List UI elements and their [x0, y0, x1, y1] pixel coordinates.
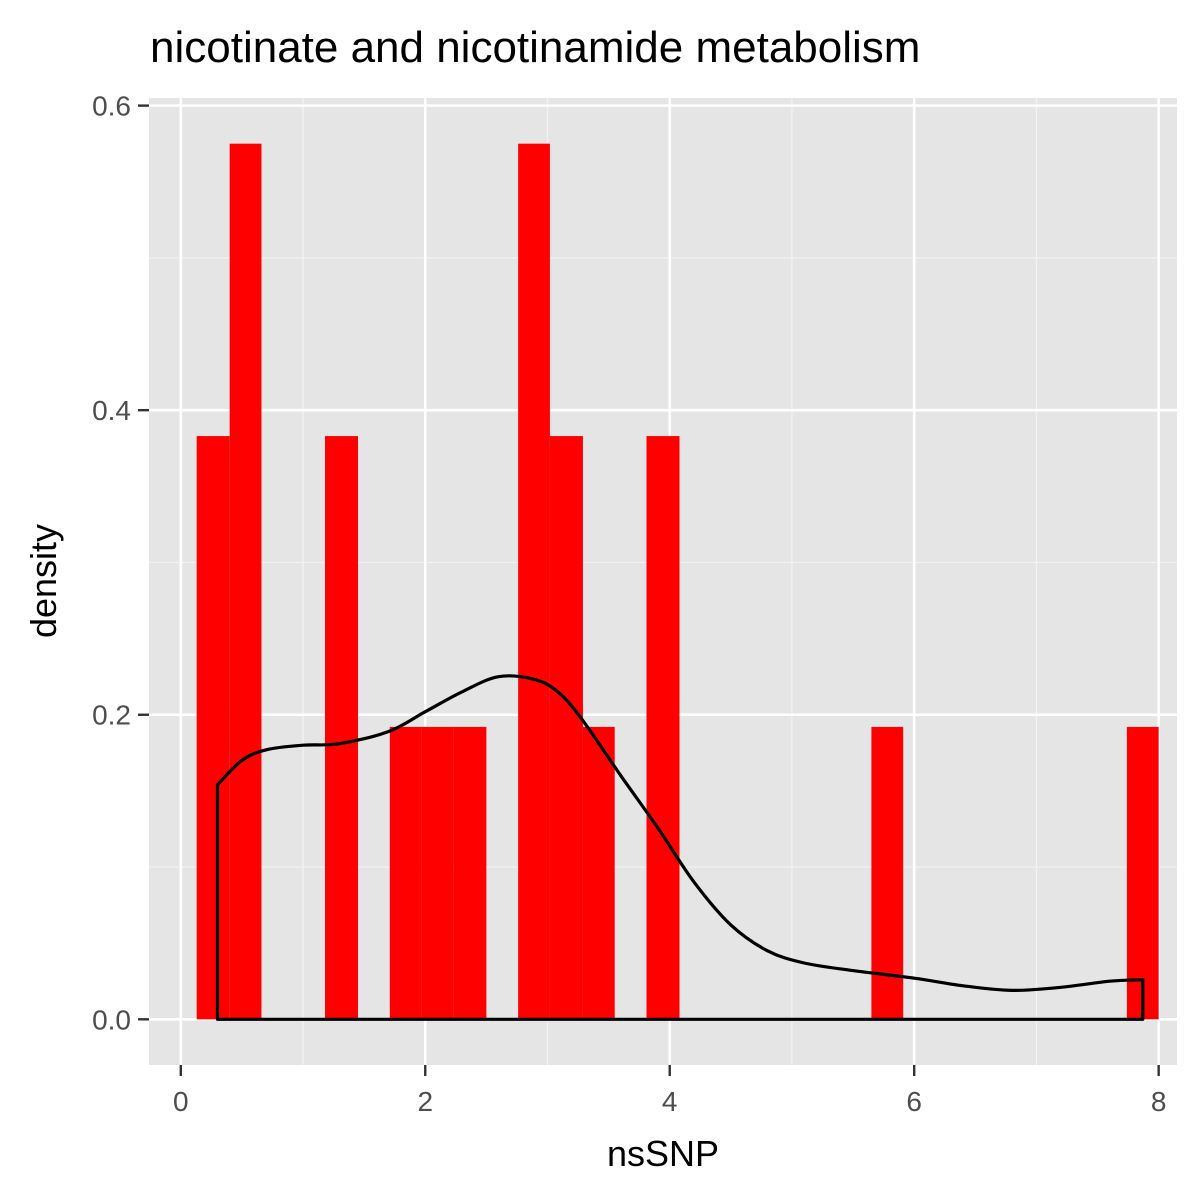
histogram-bars: [196, 143, 1159, 1020]
histogram-bar: [421, 726, 454, 1020]
histogram-bar: [196, 436, 230, 1020]
histogram-bar: [549, 436, 583, 1020]
x-tick-label: 6: [906, 1086, 922, 1117]
histogram-bar: [871, 726, 904, 1020]
histogram-bar: [325, 436, 359, 1020]
density-curve: [215, 674, 1145, 1021]
x-tick-label: 2: [417, 1086, 433, 1117]
y-tick-label: 0.6: [92, 91, 131, 122]
x-tick-label: 8: [1151, 1086, 1167, 1117]
histogram-bar: [646, 436, 680, 1020]
histogram-bar: [1126, 726, 1159, 1020]
histogram-bar: [389, 726, 422, 1020]
y-axis: 0.0 0.2 0.4 0.6: [92, 91, 149, 1035]
y-tick-label: 0.4: [92, 395, 131, 426]
x-tick-label: 0: [173, 1086, 189, 1117]
histogram-bar: [582, 726, 615, 1020]
chart-title: nicotinate and nicotinamide metabolism: [150, 23, 920, 72]
histogram-bar: [518, 143, 550, 1020]
x-axis: 0 2 4 6 8: [173, 1065, 1166, 1117]
x-tick-label: 4: [662, 1086, 678, 1117]
y-tick-label: 0.2: [92, 700, 131, 731]
y-axis-title: density: [23, 524, 64, 638]
y-tick-label: 0.0: [92, 1004, 131, 1035]
histogram-bar: [229, 143, 262, 1020]
histogram-bar: [453, 726, 487, 1020]
x-axis-title: nsSNP: [607, 1133, 719, 1174]
